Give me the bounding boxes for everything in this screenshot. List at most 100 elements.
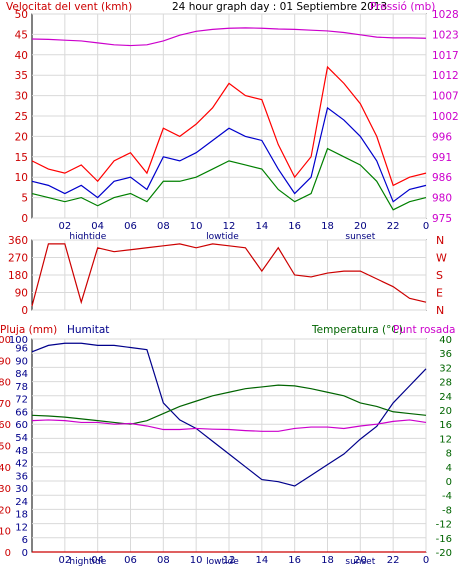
temperature-tick-label: -20 — [436, 548, 452, 559]
annotation-label: lowtide — [206, 557, 239, 566]
x-tick-label: 0 — [423, 555, 429, 566]
annotation-label: hightide — [69, 557, 106, 566]
annotation-label: hightide — [69, 232, 106, 242]
x-tick-label: 10 — [190, 555, 203, 566]
rain-tick-label: 10 — [0, 527, 11, 538]
wind-speed-tick-label: 10 — [15, 172, 28, 184]
pressure-tick-label: 1028 — [432, 9, 459, 21]
wind-speed-tick-label: 25 — [15, 111, 28, 123]
x-tick-label: 14 — [255, 555, 268, 566]
wind-pressure-annotations: hightide lowtide sunset — [69, 232, 375, 242]
series-line-temperature — [31, 384, 427, 425]
temperature-axis-ticks: -20 -16 -12 -8 -4 0 4 8 12 16 20 24 28 32 36 40 — [436, 335, 452, 559]
humidity-axis-label: Humitat — [67, 324, 109, 336]
rain-axis-ticks: 0 10 20 30 40 50 60 70 80 90 100 — [0, 335, 11, 559]
series-line-speed — [31, 147, 427, 211]
wind-speed-tick-label: 40 — [15, 50, 28, 62]
x-tick-label: 12 — [223, 555, 236, 566]
series-line-humidity — [31, 342, 427, 487]
rain-humidity-temperature-gridlines — [32, 338, 427, 553]
wind-speed-tick-label: 35 — [15, 70, 28, 82]
humidity-tick-label: 48 — [15, 446, 28, 457]
humidity-tick-label: 96 — [15, 344, 28, 355]
humidity-tick-label: 12 — [15, 522, 28, 533]
wind-speed-tick-label: 5 — [21, 193, 28, 205]
pressure-tick-label: 1002 — [432, 111, 459, 123]
series-line-average — [31, 106, 427, 203]
direction-degree-label: 0 — [21, 305, 28, 317]
x-tick-label: 20 — [354, 555, 367, 566]
compass-point-label: E — [436, 287, 443, 300]
rain-tick-label: 80 — [0, 378, 11, 389]
series-line-dew-point — [31, 419, 427, 432]
temperature-tick-label: 40 — [439, 335, 452, 346]
dew-point-axis-label: Punt rosada — [393, 324, 455, 336]
wind-direction-lines — [31, 243, 427, 307]
x-tick-label: 06 — [124, 555, 137, 566]
direction-degree-label: 90 — [15, 288, 28, 300]
wind-speed-tick-label: 45 — [15, 29, 28, 41]
temperature-tick-label: -4 — [442, 491, 452, 502]
direction-degree-label: 180 — [8, 270, 28, 282]
rain-tick-label: 40 — [0, 463, 11, 474]
temperature-tick-label: -16 — [436, 534, 452, 545]
rain-tick-label: 30 — [0, 484, 11, 495]
wind-speed-axis-label: Velocitat del vent (kmh) — [6, 1, 132, 13]
direction-degree-label: 270 — [8, 253, 28, 265]
pressure-tick-label: 1012 — [432, 70, 459, 82]
series-line-direction — [31, 243, 427, 307]
pressure-tick-label: 986 — [432, 172, 452, 184]
x-tick-label: 20 — [354, 221, 367, 232]
humidity-tick-label: 54 — [15, 433, 28, 444]
temperature-tick-label: 24 — [439, 392, 452, 403]
compass-point-label: W — [436, 252, 447, 265]
x-tick-label: 12 — [223, 221, 236, 232]
chart-title: 24 hour graph day : 01 Septiembre 2013 — [172, 1, 387, 13]
x-tick-label: 08 — [157, 221, 170, 232]
humidity-tick-label: 30 — [15, 484, 28, 495]
pressure-tick-label: 975 — [432, 213, 452, 225]
rain-tick-label: 70 — [0, 399, 11, 410]
temperature-axis-label: Temperatura (°C) — [311, 324, 403, 336]
temperature-tick-label: 16 — [439, 420, 452, 431]
x-tick-label: 16 — [288, 555, 301, 566]
pressure-tick-label: 1023 — [432, 29, 459, 41]
pressure-tick-label: 996 — [432, 131, 452, 143]
pressure-tick-label: 980 — [432, 193, 452, 205]
annotation-label: sunset — [345, 557, 375, 566]
x-tick-label: 18 — [321, 221, 334, 232]
x-tick-label: 22 — [387, 221, 400, 232]
rain-axis-label: Pluja (mm) — [0, 324, 57, 336]
temperature-tick-label: -8 — [442, 505, 452, 516]
temperature-tick-label: 20 — [439, 406, 452, 417]
pressure-axis-ticks: 975 980 986 991 996 1002 1007 1012 1017 1023 1028 — [432, 9, 459, 225]
rain-humidity-temperature-annotations: hightide lowtide sunset — [69, 557, 375, 567]
temperature-tick-label: 0 — [446, 477, 452, 488]
x-tick-label: 02 — [58, 221, 71, 232]
temperature-tick-label: -12 — [436, 520, 452, 531]
wind-speed-tick-label: 30 — [15, 91, 28, 103]
annotation-label: lowtide — [206, 232, 239, 242]
x-tick-label: 08 — [157, 555, 170, 566]
humidity-tick-label: 84 — [15, 369, 28, 380]
wind-speed-tick-label: 20 — [15, 131, 28, 143]
x-tick-label: 02 — [58, 555, 71, 566]
temperature-tick-label: 28 — [439, 378, 452, 389]
wind-direction-gridlines — [32, 239, 427, 311]
humidity-tick-label: 36 — [15, 471, 28, 482]
temperature-tick-label: 4 — [446, 463, 452, 474]
wind-speed-tick-label: 50 — [15, 9, 28, 21]
wind-pressure-x-ticks: 02 04 06 08 10 12 14 16 18 20 22 0 — [58, 221, 429, 232]
pressure-tick-label: 1007 — [432, 91, 459, 103]
humidity-tick-label: 78 — [15, 382, 28, 393]
pressure-tick-label: 991 — [432, 152, 452, 164]
x-tick-label: 16 — [288, 221, 301, 232]
rain-humidity-temperature-x-ticks: 02 04 06 08 10 12 14 16 18 20 22 0 — [58, 555, 429, 566]
humidity-tick-label: 24 — [15, 497, 28, 508]
x-tick-label: 06 — [124, 221, 137, 232]
rain-tick-label: 20 — [0, 505, 11, 516]
rain-tick-label: 90 — [0, 356, 11, 367]
x-tick-label: 04 — [91, 555, 104, 566]
